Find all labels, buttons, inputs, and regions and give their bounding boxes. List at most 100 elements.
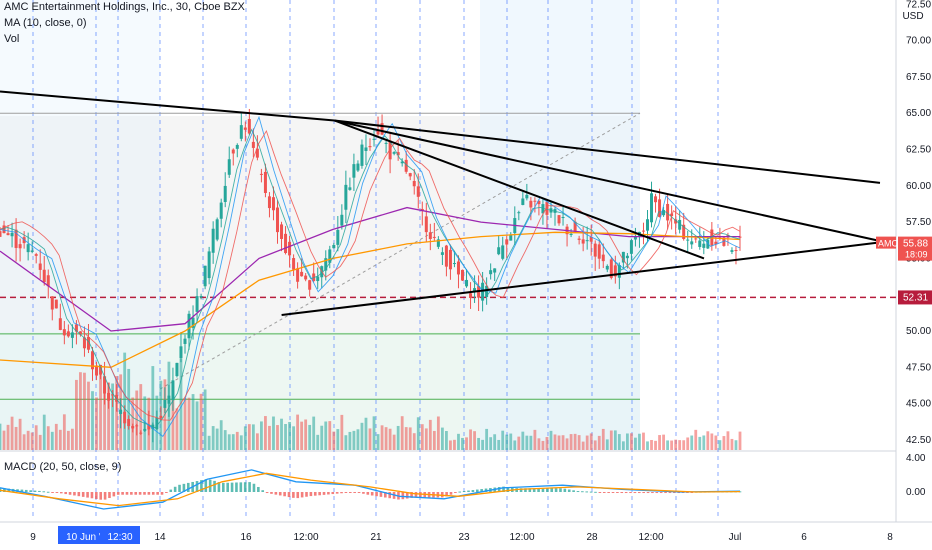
- candle-body[interactable]: [593, 243, 597, 257]
- candle-body[interactable]: [678, 219, 682, 230]
- candle-body[interactable]: [432, 236, 436, 238]
- ma-line[interactable]: [0, 231, 741, 368]
- candle-body[interactable]: [207, 251, 211, 279]
- candle-body[interactable]: [641, 230, 645, 232]
- candle-body[interactable]: [119, 409, 123, 414]
- candle-body[interactable]: [658, 199, 662, 217]
- candle-body[interactable]: [465, 279, 469, 287]
- candle-body[interactable]: [155, 417, 159, 430]
- candle-body[interactable]: [251, 141, 255, 148]
- trendline[interactable]: [334, 119, 705, 260]
- candle-body[interactable]: [597, 244, 601, 259]
- candle-body[interactable]: [404, 159, 408, 172]
- candle-body[interactable]: [416, 186, 420, 197]
- candle-body[interactable]: [42, 269, 46, 283]
- candle-body[interactable]: [650, 193, 654, 223]
- last-price-tag[interactable]: [898, 236, 932, 261]
- candle-body[interactable]: [497, 247, 501, 255]
- candle-body[interactable]: [585, 240, 589, 242]
- candle-body[interactable]: [259, 173, 263, 175]
- macd-legend[interactable]: MACD (20, 50, close, 9): [4, 461, 122, 473]
- candle-body[interactable]: [605, 265, 609, 270]
- candle-body[interactable]: [62, 329, 66, 336]
- candle-body[interactable]: [74, 324, 78, 332]
- trendline[interactable]: [281, 241, 881, 316]
- candle-body[interactable]: [408, 173, 412, 177]
- candle-body[interactable]: [461, 269, 464, 281]
- candle-body[interactable]: [436, 239, 440, 247]
- candle-body[interactable]: [581, 239, 585, 244]
- candle-body[interactable]: [730, 250, 734, 252]
- candle-body[interactable]: [336, 229, 340, 245]
- candle-body[interactable]: [231, 149, 235, 154]
- candle-body[interactable]: [107, 392, 111, 401]
- candle-body[interactable]: [569, 233, 573, 235]
- candle-body[interactable]: [589, 236, 593, 242]
- candle-body[interactable]: [296, 268, 300, 282]
- candle-body[interactable]: [38, 263, 42, 270]
- candle-body[interactable]: [6, 233, 10, 236]
- candle-body[interactable]: [456, 261, 460, 275]
- candle-body[interactable]: [271, 197, 275, 211]
- candle-body[interactable]: [529, 200, 533, 208]
- candle-body[interactable]: [690, 241, 694, 245]
- candle-body[interactable]: [541, 204, 545, 214]
- candle-body[interactable]: [694, 238, 698, 240]
- candle-body[interactable]: [324, 258, 328, 271]
- candle-body[interactable]: [300, 271, 304, 277]
- candle-body[interactable]: [159, 415, 163, 419]
- candle-body[interactable]: [91, 351, 94, 370]
- candle-body[interactable]: [380, 123, 384, 135]
- level-tag[interactable]: [898, 290, 932, 305]
- candle-body[interactable]: [473, 288, 477, 293]
- candle-body[interactable]: [143, 428, 147, 431]
- candle-body[interactable]: [284, 233, 288, 254]
- candle-body[interactable]: [255, 148, 259, 158]
- candle-body[interactable]: [493, 268, 497, 273]
- candle-body[interactable]: [34, 254, 38, 256]
- candle-body[interactable]: [609, 259, 613, 278]
- candle-body[interactable]: [577, 238, 581, 240]
- candle-body[interactable]: [714, 241, 718, 245]
- candle-body[interactable]: [501, 245, 505, 259]
- candle-body[interactable]: [360, 144, 364, 166]
- candle-body[interactable]: [111, 394, 115, 396]
- candle-body[interactable]: [243, 127, 247, 130]
- candle-body[interactable]: [601, 254, 605, 262]
- candle-body[interactable]: [481, 282, 485, 301]
- candle-body[interactable]: [545, 201, 549, 215]
- macd-signal-line[interactable]: [0, 472, 741, 507]
- candle-body[interactable]: [517, 212, 521, 214]
- candle-body[interactable]: [103, 376, 107, 394]
- candle-body[interactable]: [18, 244, 22, 249]
- candle-body[interactable]: [30, 250, 34, 252]
- candle-body[interactable]: [485, 285, 489, 298]
- candle-body[interactable]: [509, 235, 513, 241]
- candle-body[interactable]: [0, 231, 2, 237]
- candle-body[interactable]: [396, 152, 400, 156]
- candle-body[interactable]: [171, 380, 175, 401]
- fast-ma-line[interactable]: [0, 128, 741, 429]
- candle-body[interactable]: [10, 232, 14, 237]
- candle-body[interactable]: [123, 411, 127, 424]
- candle-body[interactable]: [247, 119, 251, 134]
- candle-body[interactable]: [521, 198, 525, 205]
- candle-body[interactable]: [211, 228, 215, 253]
- candle-body[interactable]: [400, 161, 404, 164]
- candle-body[interactable]: [82, 337, 86, 349]
- candle-body[interactable]: [328, 249, 332, 263]
- candle-body[interactable]: [316, 276, 320, 282]
- candle-body[interactable]: [352, 164, 356, 178]
- candle-body[interactable]: [175, 362, 179, 377]
- candle-body[interactable]: [332, 244, 336, 249]
- candle-body[interactable]: [364, 147, 368, 151]
- candle-body[interactable]: [384, 142, 388, 144]
- candle-body[interactable]: [613, 265, 617, 277]
- candle-body[interactable]: [139, 432, 143, 434]
- candle-body[interactable]: [489, 270, 493, 275]
- candle-body[interactable]: [215, 219, 219, 240]
- candle-body[interactable]: [629, 240, 633, 254]
- candle-body[interactable]: [625, 255, 629, 259]
- candle-body[interactable]: [428, 232, 432, 239]
- candle-body[interactable]: [702, 243, 706, 248]
